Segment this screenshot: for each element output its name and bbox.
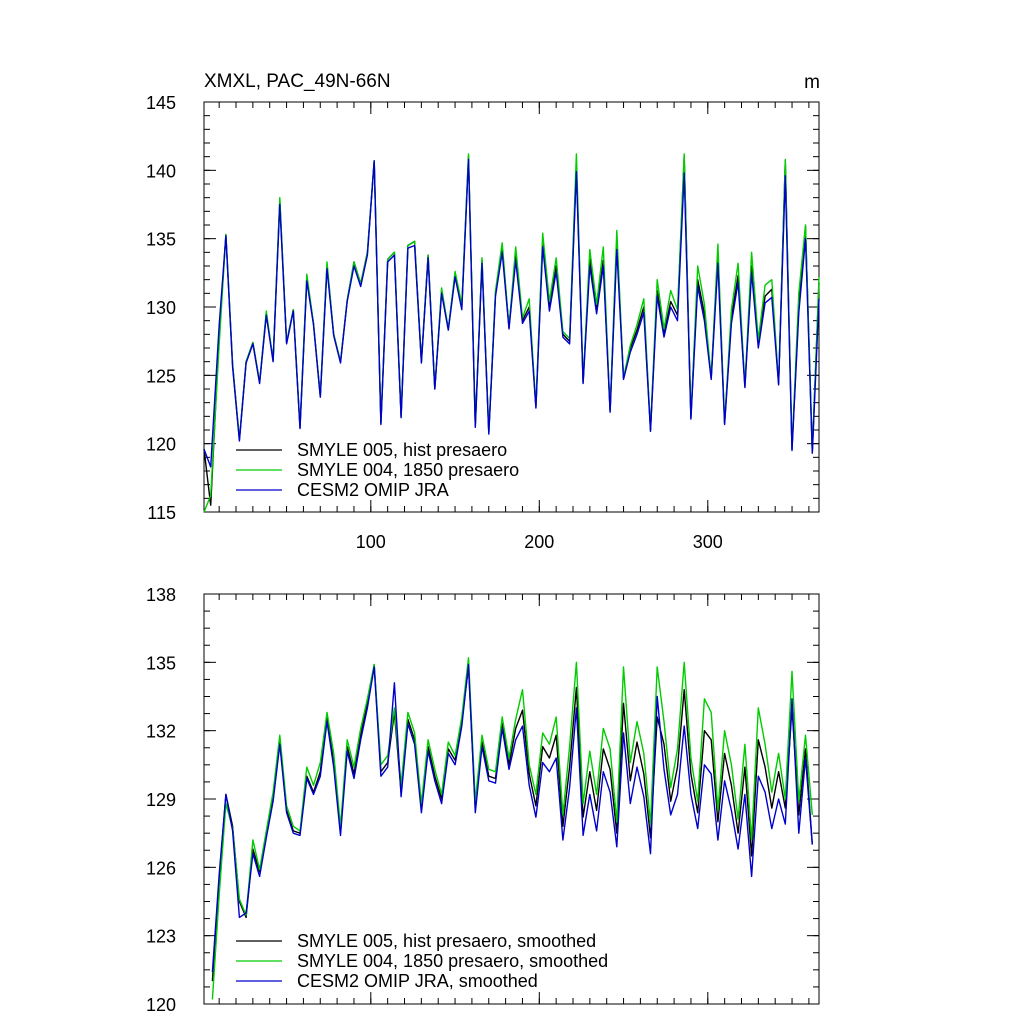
y-tick-label: 132 bbox=[146, 722, 176, 742]
bottom-panel: 120 123 126 129 132 135 138 SMYLE 005, hist pr… bbox=[146, 585, 820, 1015]
series-line-cesm2-omip-jra bbox=[203, 158, 820, 468]
y-tick-label: 115 bbox=[147, 503, 176, 523]
y-tick-label: 120 bbox=[146, 435, 176, 455]
top-panel-units: m bbox=[804, 72, 820, 93]
bottom-panel-ticks: 120 123 126 129 132 135 138 bbox=[146, 585, 819, 1015]
legend-label-cesm2: CESM2 OMIP JRA bbox=[297, 480, 449, 500]
y-tick-label: 135 bbox=[146, 653, 176, 673]
y-tick-label: 129 bbox=[146, 790, 176, 810]
y-tick-label: 125 bbox=[146, 366, 176, 386]
legend-label-smyle-005-smoothed: SMYLE 005, hist presaero, smoothed bbox=[297, 931, 596, 951]
bottom-legend: SMYLE 005, hist presaero, smoothed SMYLE… bbox=[236, 931, 608, 991]
top-panel: XMXL, PAC_49N-66N m 115 120 125 130 135 140 14… bbox=[146, 71, 820, 552]
y-tick-label: 140 bbox=[146, 161, 176, 181]
y-tick-label: 145 bbox=[146, 93, 176, 113]
x-tick-label: 200 bbox=[524, 532, 554, 552]
top-panel-ticks: 115 120 125 130 135 140 145 100 200 300 bbox=[146, 93, 819, 552]
series-line-smyle-005-hist-presaero-smoothed bbox=[211, 663, 813, 982]
bottom-panel-series bbox=[211, 657, 813, 1000]
top-panel-title: XMXL, PAC_49N-66N bbox=[204, 71, 391, 92]
series-line-smyle-004-1850-presaero-smoothed bbox=[211, 657, 813, 1000]
y-tick-label: 130 bbox=[146, 298, 176, 318]
series-line-cesm2-omip-jra-smoothed bbox=[211, 663, 813, 973]
legend-label-smyle-004-smoothed: SMYLE 004, 1850 presaero, smoothed bbox=[297, 951, 608, 971]
legend-label-smyle-004: SMYLE 004, 1850 presaero bbox=[297, 460, 519, 480]
top-legend: SMYLE 005, hist presaero SMYLE 004, 1850… bbox=[236, 440, 519, 500]
legend-label-smyle-005: SMYLE 005, hist presaero bbox=[297, 440, 507, 460]
y-tick-label: 123 bbox=[146, 927, 176, 947]
y-tick-label: 120 bbox=[146, 995, 176, 1015]
y-tick-label: 126 bbox=[146, 858, 176, 878]
x-tick-label: 300 bbox=[693, 532, 723, 552]
x-tick-label: 100 bbox=[356, 532, 386, 552]
series-line-smyle-004-1850-presaero bbox=[203, 153, 820, 513]
legend-label-cesm2-smoothed: CESM2 OMIP JRA, smoothed bbox=[297, 971, 538, 991]
top-panel-series bbox=[203, 153, 820, 513]
y-tick-label: 138 bbox=[146, 585, 176, 605]
y-tick-label: 135 bbox=[146, 230, 176, 250]
